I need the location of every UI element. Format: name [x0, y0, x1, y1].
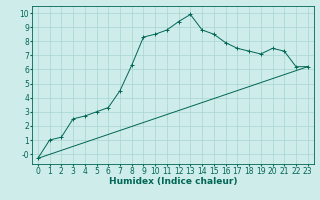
- X-axis label: Humidex (Indice chaleur): Humidex (Indice chaleur): [108, 177, 237, 186]
